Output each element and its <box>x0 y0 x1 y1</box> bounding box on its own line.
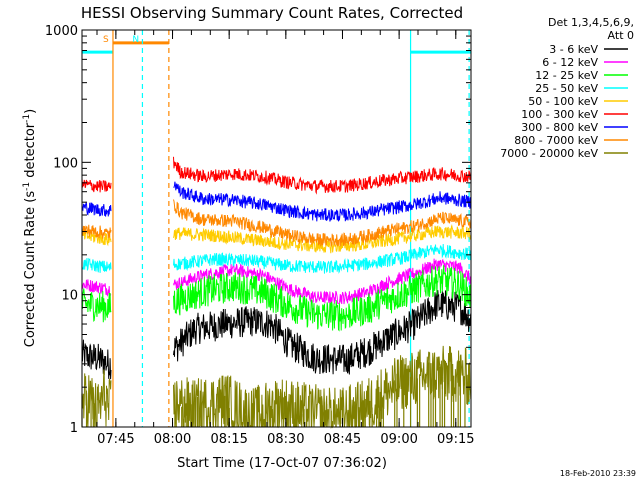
chart-title: HESSI Observing Summary Count Rates, Cor… <box>81 4 463 22</box>
plot-frame <box>81 29 472 428</box>
series-7 <box>81 181 472 222</box>
series-3 <box>81 265 472 332</box>
legend-label-8: 800 - 7000 keV <box>514 134 598 147</box>
legend-label-6: 100 - 300 keV <box>521 108 598 121</box>
x-tick-label: 08:00 <box>154 432 191 447</box>
legend-label-7: 300 - 800 keV <box>521 121 598 134</box>
legend-label-3: 12 - 25 keV <box>535 69 598 82</box>
annotation-n: N <box>132 35 139 45</box>
legend-header-line-1: Det 1,3,4,5,6,9, <box>548 16 634 29</box>
series-1 <box>81 290 472 380</box>
legend-label-4: 25 - 50 keV <box>535 82 598 95</box>
series-line-1 <box>81 290 472 380</box>
series-9 <box>81 345 472 429</box>
series-line-9 <box>81 345 472 429</box>
series-line-7 <box>81 181 472 222</box>
y-axis-label: Corrected Count Rate (s-1 detector-1) <box>22 109 38 347</box>
legend-label-9: 7000 - 20000 keV <box>500 147 598 160</box>
timestamp: 18-Feb-2010 23:39 <box>560 469 636 478</box>
legend-header-line-2: Att 0 <box>608 29 634 42</box>
legend-label-1: 3 - 6 keV <box>549 43 598 56</box>
y-tick-label: 10 <box>61 289 78 304</box>
x-tick-label: 09:15 <box>437 432 474 447</box>
legend-label-2: 6 - 12 keV <box>542 56 598 69</box>
series-line-2 <box>81 258 472 305</box>
y-axis: 1 10 100 1000 <box>45 24 471 436</box>
annotation-s: S <box>103 35 109 45</box>
x-axis-label: Start Time (17-Oct-07 07:36:02) <box>177 456 387 471</box>
x-tick-label: 07:45 <box>97 432 134 447</box>
y-tick-label: 1000 <box>45 24 78 39</box>
x-tick-label: 09:00 <box>380 432 417 447</box>
series-6 <box>81 156 472 195</box>
series-line-4 <box>81 243 472 274</box>
x-tick-label: 08:15 <box>210 432 247 447</box>
series-8 <box>81 199 472 248</box>
series-line-8 <box>81 199 472 248</box>
x-tick-label: 08:30 <box>267 432 304 447</box>
series-line-6 <box>81 156 472 195</box>
x-axis: 07:45 08:00 08:15 08:30 08:45 09:00 09:15 <box>96 30 475 447</box>
legend-label-5: 50 - 100 keV <box>528 95 598 108</box>
y-tick-label: 100 <box>53 156 78 171</box>
x-tick-label: 08:45 <box>324 432 361 447</box>
series-2 <box>81 258 472 305</box>
series-4 <box>81 243 472 274</box>
series-line-3 <box>81 265 472 332</box>
y-tick-label: 1 <box>70 421 78 436</box>
